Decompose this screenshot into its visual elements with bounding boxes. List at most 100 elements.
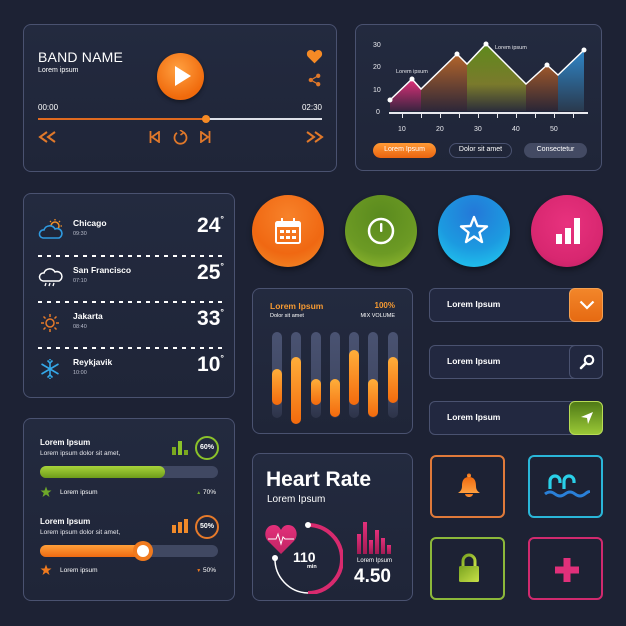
eq-slider[interactable]: [291, 332, 301, 424]
navigation-arrow-icon: [581, 412, 593, 424]
rewind-icon[interactable]: [38, 131, 58, 143]
notifications-tile[interactable]: [430, 455, 505, 518]
bar-chart-icon: [172, 519, 188, 533]
mixer-value: 100%: [374, 301, 395, 310]
eq-level[interactable]: [349, 350, 359, 405]
favorite-button[interactable]: [438, 195, 510, 267]
eq-level[interactable]: [311, 379, 321, 405]
weather-city: San Francisco: [73, 265, 132, 275]
play-button[interactable]: [157, 53, 204, 100]
stats-panel: Lorem Ipsum Lorem ipsum dolor sit amet, …: [23, 418, 235, 601]
svg-text:Lorem ipsum: Lorem ipsum: [396, 69, 428, 75]
eq-slider[interactable]: [368, 332, 378, 418]
eq-slider[interactable]: [272, 332, 282, 418]
stat-title: Lorem Ipsum: [40, 517, 91, 526]
weather-time: 07:10: [73, 278, 87, 284]
stat-progress-fill: [40, 466, 165, 478]
heart-rate-panel: Heart Rate Lorem Ipsum 110 min Lorem Ips…: [252, 453, 413, 601]
heart-icon[interactable]: [306, 49, 323, 64]
band-subtitle: Lorem ipsum: [38, 67, 79, 74]
skip-back-icon[interactable]: [149, 131, 160, 143]
divider: [38, 347, 224, 349]
field-label: Lorem Ipsum: [447, 299, 501, 309]
weather-city: Jakarta: [73, 311, 103, 321]
repeat-icon[interactable]: [173, 130, 188, 145]
trend-down-icon: ▼: [196, 568, 202, 574]
calendar-button[interactable]: [252, 195, 324, 267]
eq-slider[interactable]: [349, 332, 359, 418]
eq-level[interactable]: [272, 369, 282, 405]
bar-chart-icon: [172, 441, 188, 455]
pool-tile[interactable]: [528, 455, 603, 518]
divider: [38, 301, 224, 303]
search-field[interactable]: Lorem Ipsum: [429, 345, 603, 379]
stat-percent-ring: 60%: [195, 436, 219, 460]
weather-temp: 10°: [197, 353, 224, 376]
stat-footer-label: Lorem ipsum: [60, 489, 98, 496]
heart-rate-gauge: [265, 522, 343, 594]
progress-knob[interactable]: [201, 115, 210, 123]
clock-icon: [367, 217, 395, 245]
heart-stat-value: 4.50: [354, 566, 391, 587]
pool-icon: [544, 474, 590, 498]
eq-level[interactable]: [388, 357, 398, 403]
slider-knob[interactable]: [133, 541, 153, 561]
weather-city: Chicago: [73, 218, 107, 228]
add-tile[interactable]: [528, 537, 603, 600]
area-chart: 30 20 10 0 Lorem ipsum Lorem ipsum 10 20…: [373, 41, 588, 133]
heart-rate-subtitle: Lorem Ipsum: [267, 494, 326, 505]
weather-row: Reykjavik 10:00 10°: [38, 353, 224, 393]
eq-level[interactable]: [330, 379, 340, 417]
eq-level[interactable]: [368, 379, 378, 417]
heart-rate-value: 110: [293, 549, 316, 565]
field-label: Lorem Ipsum: [447, 356, 501, 366]
mixer-title: Lorem Ipsum: [270, 301, 324, 311]
stat-title: Lorem Ipsum: [40, 438, 91, 447]
navigate-button[interactable]: [569, 401, 603, 435]
stat-subtitle: Lorem ipsum dolor sit amet,: [40, 529, 121, 536]
chart-button-lorem[interactable]: Lorem Ipsum: [373, 143, 436, 158]
progress-fill: [38, 118, 206, 120]
partly-cloudy-icon: [38, 219, 63, 239]
eq-slider[interactable]: [388, 332, 398, 418]
mixer-subtitle: Dolor sit amet: [270, 313, 304, 319]
stat-slider[interactable]: [40, 541, 218, 561]
progress-bar[interactable]: [38, 115, 322, 123]
eq-slider[interactable]: [311, 332, 321, 418]
timer-button[interactable]: [345, 195, 417, 267]
eq-slider[interactable]: [330, 332, 340, 418]
dropdown-button[interactable]: [569, 288, 603, 322]
weather-row: San Francisco 07:10 25°: [38, 261, 224, 301]
bar-chart-icon: [556, 218, 580, 244]
weather-temp: 25°: [197, 261, 224, 284]
weather-city: Reykjavik: [73, 357, 113, 367]
weather-temp: 24°: [197, 214, 224, 237]
bar-chart-icon: [357, 522, 391, 554]
stats-button[interactable]: [531, 195, 603, 267]
eq-level[interactable]: [291, 357, 301, 424]
heart-rate-title: Heart Rate: [266, 468, 372, 491]
fast-forward-icon[interactable]: [304, 131, 324, 143]
time-total: 02:30: [301, 103, 322, 112]
rain-cloud-icon: [38, 268, 63, 287]
chart-button-dolor[interactable]: Dolor sit amet: [449, 143, 512, 158]
lock-tile[interactable]: [430, 537, 505, 600]
heart-stat-label: Lorem Ipsum: [357, 558, 393, 564]
plus-icon: [555, 558, 579, 582]
dropdown-field[interactable]: Lorem Ipsum: [429, 288, 603, 322]
svg-text:50: 50: [550, 126, 558, 133]
weather-time: 09:30: [73, 231, 87, 237]
sun-icon: [41, 314, 59, 332]
location-field[interactable]: Lorem Ipsum: [429, 401, 603, 435]
stat-footer-label: Lorem ipsum: [60, 567, 98, 574]
skip-forward-icon[interactable]: [200, 131, 211, 143]
mixer-panel: Lorem Ipsum Dolor sit amet 100% MIX VOLU…: [252, 288, 413, 434]
chart-button-consectetur[interactable]: Consectetur: [524, 143, 587, 158]
trend-up-icon: ▲: [196, 490, 202, 496]
share-icon[interactable]: [308, 73, 321, 87]
snowflake-icon: [41, 359, 59, 379]
search-button[interactable]: [569, 345, 603, 379]
field-label: Lorem Ipsum: [447, 412, 501, 422]
time-current: 00:00: [38, 103, 59, 112]
svg-text:10: 10: [373, 87, 381, 94]
